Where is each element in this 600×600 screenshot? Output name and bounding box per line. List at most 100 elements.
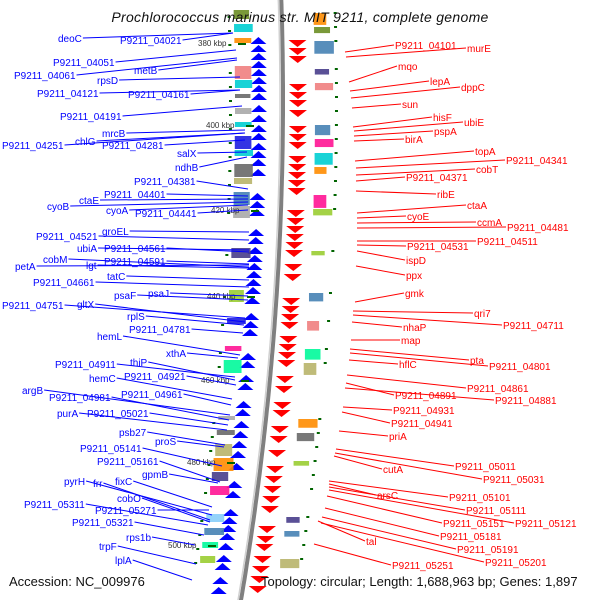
- reverse-gene-label[interactable]: hisF: [433, 113, 452, 124]
- forward-gene-label[interactable]: cyoB: [47, 202, 70, 213]
- reverse-gene-label[interactable]: P9211_04931: [393, 406, 455, 417]
- forward-gene-label[interactable]: P9211_04911: [55, 360, 116, 371]
- reverse-gene-label[interactable]: P9211_05251: [392, 561, 454, 572]
- reverse-gene-label[interactable]: P9211_04101: [395, 41, 457, 52]
- forward-gene-label[interactable]: P9211_04521: [36, 232, 98, 243]
- forward-gene-label[interactable]: P9211_04961: [121, 390, 183, 401]
- forward-gene-label[interactable]: ndhB: [175, 163, 199, 174]
- forward-gene-label[interactable]: P9211_05321: [72, 518, 134, 529]
- reverse-gene-label[interactable]: P9211_04891: [395, 391, 457, 402]
- forward-gene-label[interactable]: P9211_05021: [87, 409, 149, 420]
- reverse-gene-label[interactable]: murE: [467, 44, 491, 55]
- forward-gene-label[interactable]: hemC: [89, 374, 116, 385]
- forward-gene-label[interactable]: P9211_04281: [102, 141, 164, 152]
- forward-gene-label[interactable]: trpF: [99, 542, 117, 553]
- reverse-gene-label[interactable]: P9211_05111: [466, 506, 526, 517]
- reverse-gene-label[interactable]: P9211_05101: [449, 493, 511, 504]
- reverse-gene-label[interactable]: lepA: [430, 77, 450, 88]
- reverse-gene-label[interactable]: tal: [366, 537, 377, 548]
- reverse-gene-label[interactable]: P9211_05201: [485, 558, 547, 569]
- forward-gene-label[interactable]: P9211_04981: [49, 393, 111, 404]
- forward-gene-label[interactable]: argB: [22, 386, 43, 397]
- forward-gene-label[interactable]: deoC: [58, 34, 82, 45]
- forward-gene-label[interactable]: cobM: [43, 255, 67, 266]
- forward-gene-label[interactable]: P9211_04781: [129, 325, 191, 336]
- reverse-gene-label[interactable]: nhaP: [403, 323, 427, 334]
- reverse-gene-label[interactable]: P9211_05151: [443, 519, 505, 530]
- forward-gene-label[interactable]: pyrH: [64, 477, 85, 488]
- reverse-gene-label[interactable]: P9211_04511: [477, 237, 538, 248]
- reverse-gene-label[interactable]: dppC: [461, 83, 485, 94]
- reverse-gene-label[interactable]: P9211_05181: [440, 532, 502, 543]
- forward-gene-label[interactable]: rpsD: [97, 76, 118, 87]
- forward-gene-label[interactable]: P9211_04121: [37, 89, 99, 100]
- forward-gene-label[interactable]: cobO: [117, 494, 141, 505]
- forward-gene-label[interactable]: P9211_05141: [80, 444, 142, 455]
- reverse-gene-label[interactable]: priA: [389, 432, 407, 443]
- reverse-gene-label[interactable]: qri7: [474, 309, 491, 320]
- reverse-gene-label[interactable]: mqo: [398, 62, 418, 73]
- forward-gene-label[interactable]: lplA: [115, 556, 132, 567]
- reverse-gene-label[interactable]: map: [401, 336, 421, 347]
- reverse-gene-label[interactable]: P9211_05031: [483, 475, 545, 486]
- forward-gene-label[interactable]: P9211_04191: [60, 112, 122, 123]
- forward-gene-label[interactable]: P9211_04061: [14, 71, 76, 82]
- reverse-gene-label[interactable]: ppx: [406, 271, 422, 282]
- forward-gene-label[interactable]: P9211_05161: [97, 457, 159, 468]
- reverse-gene-label[interactable]: P9211_04881: [495, 396, 557, 407]
- reverse-gene-label[interactable]: P9211_04941: [391, 419, 453, 430]
- forward-gene-label[interactable]: fixC: [115, 477, 132, 488]
- forward-gene-label[interactable]: gpmB: [142, 470, 168, 481]
- forward-gene-label[interactable]: salX: [177, 149, 197, 160]
- forward-gene-label[interactable]: xthA: [166, 349, 186, 360]
- reverse-gene-label[interactable]: gmk: [405, 289, 425, 300]
- reverse-gene-label[interactable]: cobT: [476, 165, 498, 176]
- reverse-gene-label[interactable]: birA: [405, 135, 423, 146]
- forward-gene-label[interactable]: psaJ: [148, 289, 169, 300]
- forward-gene-label[interactable]: psaF: [114, 291, 136, 302]
- forward-gene-label[interactable]: P9211_04751: [2, 301, 64, 312]
- reverse-gene-label[interactable]: cutA: [383, 465, 403, 476]
- forward-gene-label[interactable]: P9211_04381: [134, 177, 196, 188]
- forward-gene-label[interactable]: hemL: [97, 332, 122, 343]
- reverse-gene-label[interactable]: ribE: [437, 190, 455, 201]
- reverse-gene-label[interactable]: P9211_04341: [506, 156, 568, 167]
- forward-gene-label[interactable]: P9211_04021: [120, 36, 182, 47]
- forward-gene-label[interactable]: P9211_04251: [2, 141, 64, 152]
- reverse-gene-label[interactable]: sun: [402, 100, 418, 111]
- reverse-gene-label[interactable]: pspA: [434, 127, 457, 138]
- forward-gene-label[interactable]: P9211_04441: [135, 209, 197, 220]
- forward-gene-label[interactable]: P9211_04591: [104, 257, 166, 268]
- forward-gene-label[interactable]: P9211_04921: [124, 372, 186, 383]
- reverse-gene-label[interactable]: P9211_04371: [406, 173, 468, 184]
- reverse-gene-label[interactable]: topA: [475, 147, 496, 158]
- forward-gene-label[interactable]: P9211_04561: [104, 244, 166, 255]
- forward-gene-label[interactable]: psb27: [119, 428, 147, 439]
- reverse-gene-label[interactable]: pta: [470, 356, 484, 367]
- forward-gene-label[interactable]: petA: [15, 262, 36, 273]
- forward-gene-label[interactable]: ctaE: [79, 196, 99, 207]
- reverse-gene-label[interactable]: P9211_05121: [515, 519, 577, 530]
- reverse-gene-label[interactable]: P9211_04481: [507, 223, 569, 234]
- forward-gene-label[interactable]: P9211_04161: [128, 90, 190, 101]
- forward-gene-label[interactable]: P9211_04051: [53, 58, 115, 69]
- forward-gene-label[interactable]: ubiA: [77, 244, 97, 255]
- forward-gene-label[interactable]: P9211_04661: [33, 278, 95, 289]
- reverse-gene-label[interactable]: cyoE: [407, 212, 430, 223]
- forward-gene-label[interactable]: gltX: [77, 300, 95, 311]
- reverse-gene-label[interactable]: ccmA: [477, 218, 502, 229]
- forward-gene-label[interactable]: P9211_05271: [95, 506, 157, 517]
- forward-gene-label[interactable]: P9211_05311: [24, 500, 85, 511]
- forward-gene-label[interactable]: rplS: [127, 312, 145, 323]
- reverse-gene-label[interactable]: P9211_04861: [467, 384, 529, 395]
- forward-gene-label[interactable]: lgt: [86, 261, 97, 272]
- forward-gene-label[interactable]: frr: [93, 479, 103, 490]
- forward-gene-label[interactable]: thiP: [130, 358, 148, 369]
- forward-gene-label[interactable]: rps1b: [126, 533, 151, 544]
- forward-gene-label[interactable]: metB: [134, 66, 158, 77]
- reverse-gene-label[interactable]: ctaA: [467, 201, 487, 212]
- forward-gene-label[interactable]: tatC: [107, 272, 125, 283]
- forward-gene-label[interactable]: chlG: [75, 137, 96, 148]
- reverse-gene-label[interactable]: P9211_05191: [457, 545, 519, 556]
- forward-gene-label[interactable]: cyoA: [106, 206, 129, 217]
